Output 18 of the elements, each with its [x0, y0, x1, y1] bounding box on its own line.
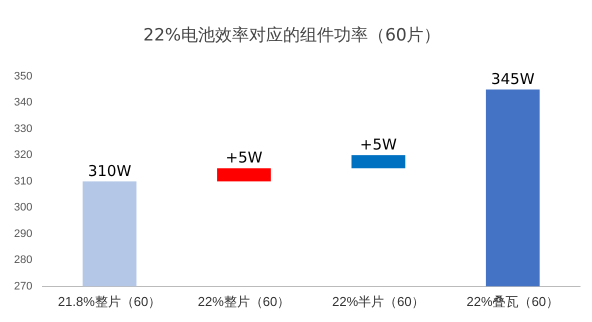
chart-title: 22%电池效率对应的组件功率（60片） — [143, 26, 441, 46]
data-label: +5W — [360, 136, 398, 154]
y-tick-label: 290 — [14, 228, 32, 240]
y-tick-label: 310 — [14, 175, 32, 188]
data-label: +5W — [225, 148, 263, 167]
x-tick-label: 22%整片（60） — [198, 294, 290, 309]
y-tick-label: 270 — [14, 280, 32, 292]
y-tick-label: 320 — [14, 149, 32, 162]
x-tick-label: 21.8%整片（60） — [58, 294, 162, 309]
x-tick-label: 22%叠瓦（60） — [466, 294, 560, 309]
data-label: 310W — [88, 162, 132, 180]
data-label: 345W — [491, 70, 535, 88]
y-tick-label: 340 — [14, 96, 32, 109]
y-tick-label: 330 — [14, 122, 32, 135]
y-tick-label: 300 — [14, 202, 32, 214]
x-tick-label: 22%半片（60） — [332, 294, 425, 309]
y-tick-label: 350 — [14, 70, 32, 82]
y-tick-label: 280 — [14, 254, 32, 266]
